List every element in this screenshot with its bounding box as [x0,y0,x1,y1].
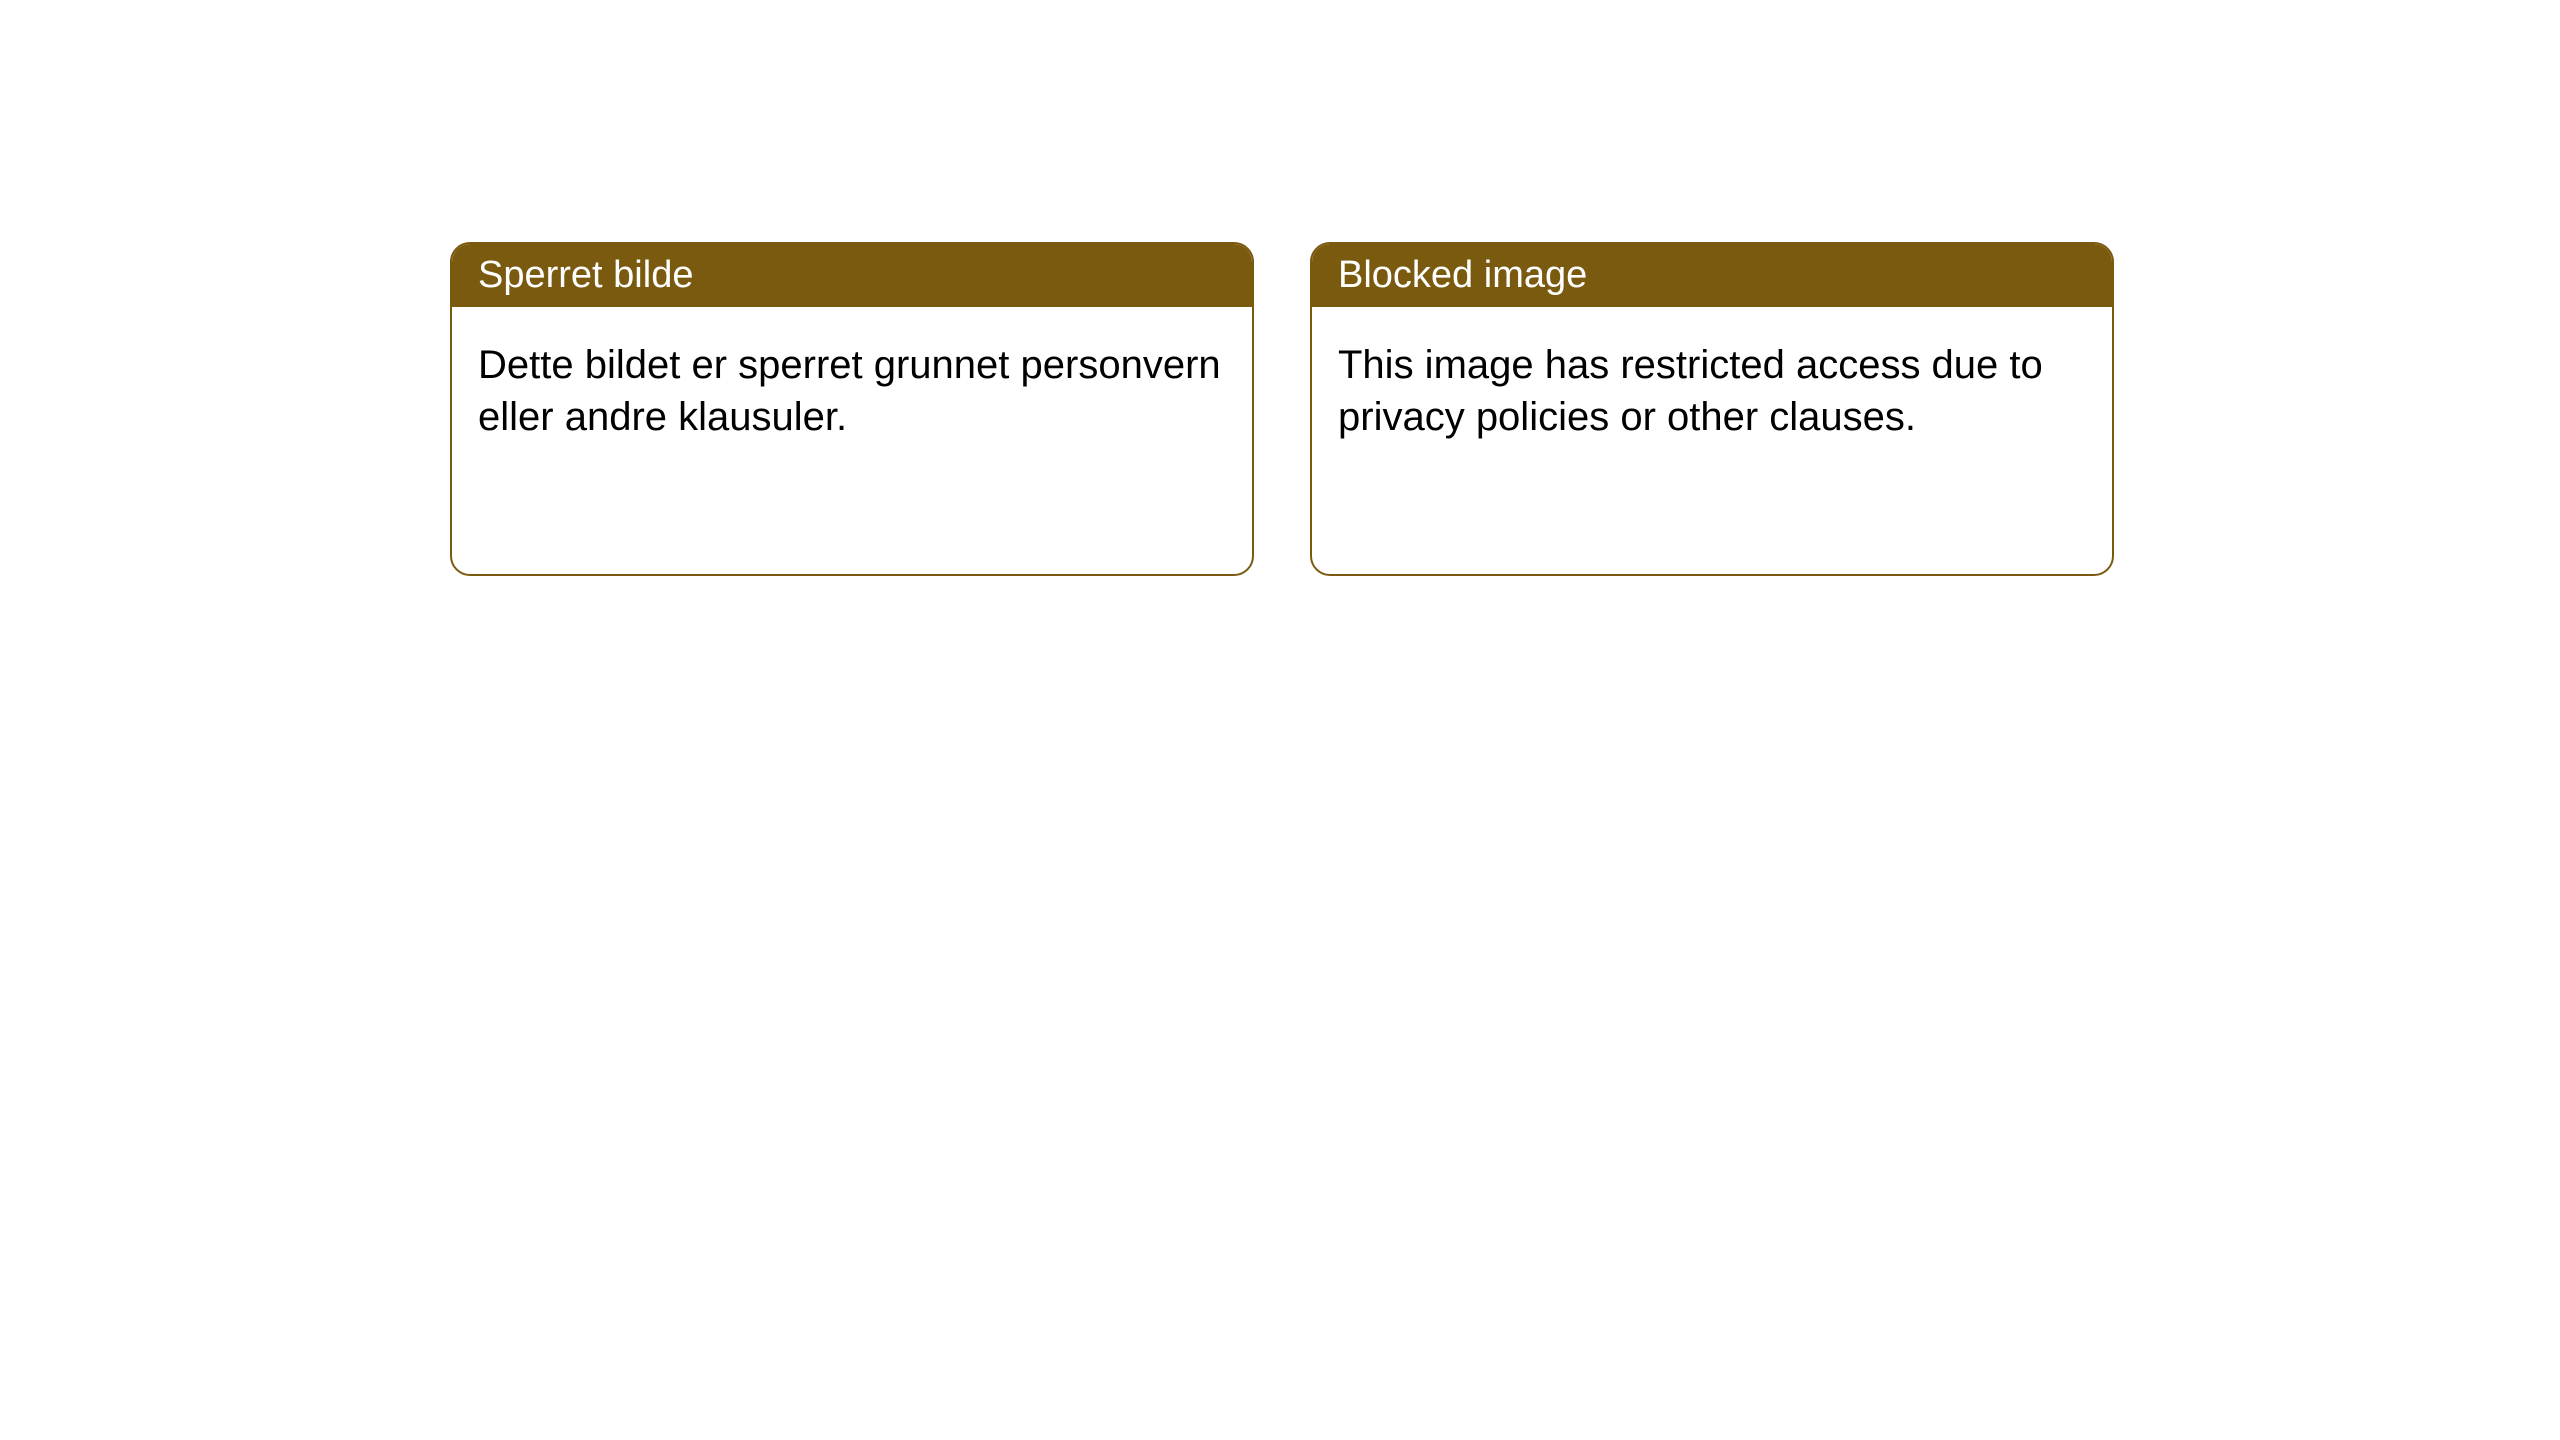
card-header: Blocked image [1312,244,2112,307]
card-body: Dette bildet er sperret grunnet personve… [452,307,1252,475]
blocked-image-card-english: Blocked image This image has restricted … [1310,242,2114,576]
cards-container: Sperret bilde Dette bildet er sperret gr… [0,0,2560,576]
card-title: Blocked image [1338,254,1587,296]
card-header: Sperret bilde [452,244,1252,307]
blocked-image-card-norwegian: Sperret bilde Dette bildet er sperret gr… [450,242,1254,576]
card-title: Sperret bilde [478,254,693,296]
card-body-text: This image has restricted access due to … [1338,343,2043,439]
card-body-text: Dette bildet er sperret grunnet personve… [478,343,1221,439]
card-body: This image has restricted access due to … [1312,307,2112,475]
